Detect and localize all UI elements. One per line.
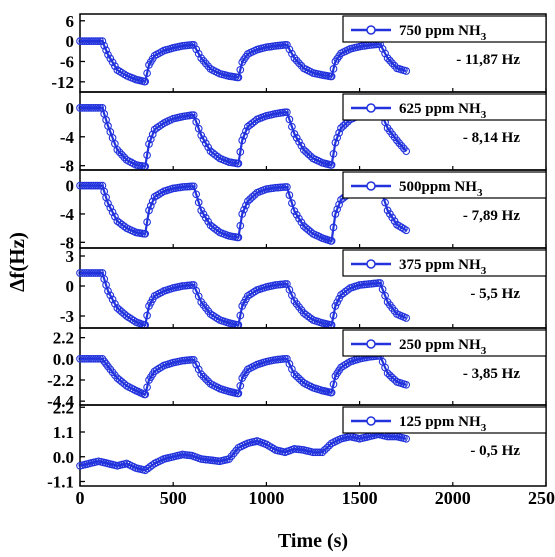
shift-annotation: - 11,87 Hz [456, 52, 520, 68]
y-tick-label: -2.2 [47, 371, 74, 390]
y-tick-label: 2.2 [53, 398, 74, 417]
series-markers [77, 431, 410, 474]
x-tick-label: 2500 [528, 488, 555, 508]
y-tick-label: -4 [60, 128, 75, 147]
legend-marker [367, 26, 375, 34]
x-axis-label: Time (s) [278, 530, 348, 552]
y-tick-label: -4 [60, 205, 75, 224]
y-tick-label: 1.1 [53, 423, 74, 442]
y-tick-label: 3 [66, 247, 75, 266]
y-tick-label: 0 [66, 32, 75, 51]
legend: 625 ppm NH3 [343, 94, 546, 121]
y-axis-label: Δf(Hz) [5, 232, 29, 292]
legend: 125 ppm NH3 [343, 407, 546, 434]
x-tick-label: 0 [76, 488, 85, 508]
legend-marker [367, 260, 375, 268]
shift-annotation: - 3,85 Hz [463, 366, 520, 382]
legend-marker [367, 104, 375, 112]
legend-marker [367, 182, 375, 190]
series-markers [77, 270, 410, 329]
y-tick-label: -8 [60, 157, 74, 176]
y-tick-label: 0.0 [53, 350, 74, 369]
y-tick-label: 0 [66, 99, 75, 118]
x-tick-label: 1500 [342, 488, 378, 508]
legend: 500ppm NH3 [343, 172, 546, 199]
panel-6: 2.2 1.1 0.0 -1.1 125 ppm NH3 - 0,5 Hz [47, 398, 546, 491]
legend-marker [367, 417, 375, 425]
x-tick-label: 1000 [248, 488, 284, 508]
y-tick-label: 0 [66, 277, 75, 296]
x-tick-label: 2000 [435, 488, 471, 508]
legend: 250 ppm NH3 [343, 330, 546, 357]
y-tick-label: 0 [66, 177, 75, 196]
x-tick-label: 500 [160, 488, 187, 508]
legend: 375 ppm NH3 [343, 250, 546, 277]
legend: 750 ppm NH3 [343, 16, 546, 43]
y-tick-label: 6 [66, 12, 75, 31]
panel-2: 0 -4 -8 625 ppm NH3 - 8,14 Hz [60, 92, 546, 176]
x-axis: 0 500 1000 1500 2000 2500 [76, 488, 555, 508]
legend-marker [367, 340, 375, 348]
shift-annotation: - 0,5 Hz [470, 443, 520, 459]
y-tick-label: -12 [51, 73, 74, 92]
y-tick-label: 0.0 [53, 448, 74, 467]
shift-annotation: - 7,89 Hz [463, 208, 520, 224]
y-tick-label: 2.2 [53, 329, 74, 348]
y-tick-label: -3 [60, 307, 74, 326]
y-tick-label: -6 [60, 52, 74, 71]
shift-annotation: - 8,14 Hz [463, 130, 520, 146]
shift-annotation: - 5,5 Hz [470, 286, 520, 302]
panel-1: 60-6 -12 750 ppm NH3 - 11,87 Hz [51, 12, 546, 92]
panel-4: 3 0 -3 375 ppm NH3 - 5,5 Hz [60, 247, 546, 328]
y-tick-label: -1.1 [47, 473, 74, 492]
